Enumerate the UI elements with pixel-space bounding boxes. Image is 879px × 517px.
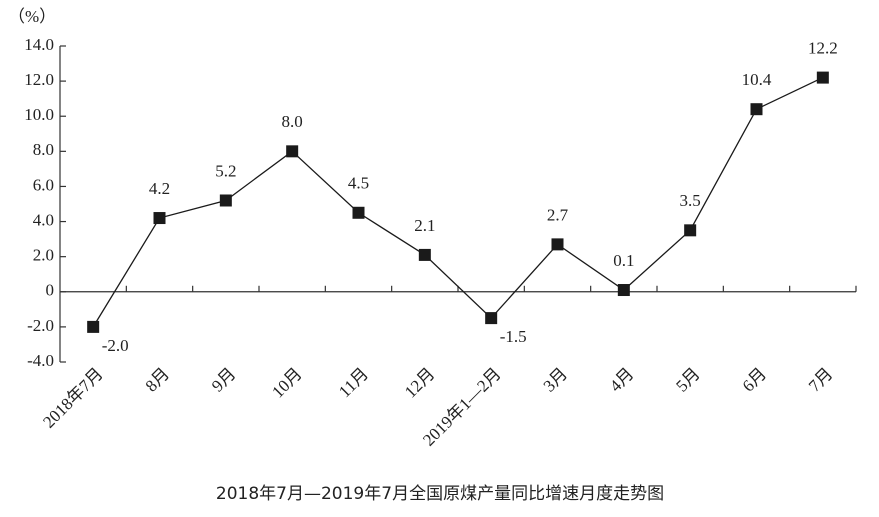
marker (816, 71, 829, 84)
y-tick-label: 8.0 (33, 140, 54, 159)
marker (750, 103, 763, 116)
value-label: 3.5 (680, 191, 701, 210)
marker (617, 284, 630, 297)
marker (352, 206, 365, 219)
value-label: -2.0 (102, 336, 129, 355)
x-tick-label: 12月 (401, 364, 438, 401)
value-label: 2.1 (414, 216, 435, 235)
y-tick-label: 6.0 (33, 175, 54, 194)
marker (153, 212, 166, 225)
value-label: 5.2 (215, 161, 236, 180)
data-line (92, 77, 824, 328)
y-tick-label: 0 (46, 281, 55, 300)
value-label: 10.4 (742, 70, 772, 89)
y-tick-label: 14.0 (24, 35, 54, 54)
y-tick-label: -2.0 (27, 316, 54, 335)
x-tick-label: 8月 (142, 364, 173, 395)
x-tick-label: 9月 (208, 364, 239, 395)
x-tick-label: 11月 (335, 364, 372, 401)
marker (87, 320, 100, 333)
marker (684, 224, 697, 237)
y-tick-label: 2.0 (33, 246, 54, 265)
y-tick-label: 10.0 (24, 105, 54, 124)
marker (551, 238, 564, 251)
x-tick-label: 6月 (739, 364, 770, 395)
x-tick-label: 5月 (672, 364, 703, 395)
value-label: 0.1 (613, 251, 634, 270)
value-label: -1.5 (500, 327, 527, 346)
x-tick-label: 10月 (268, 364, 305, 401)
x-tick-label: 7月 (805, 364, 836, 395)
y-tick-label: -4.0 (27, 351, 54, 370)
value-label: 8.0 (282, 112, 303, 131)
y-axis-label: （%） (8, 7, 56, 26)
marker (485, 312, 498, 325)
x-tick-label: 3月 (540, 364, 571, 395)
x-tick-label: 4月 (606, 364, 637, 395)
marker (219, 194, 232, 207)
value-label: 2.7 (547, 205, 569, 224)
marker (418, 248, 431, 261)
value-label: 4.2 (149, 179, 170, 198)
value-label: 4.5 (348, 174, 369, 193)
y-tick-label: 12.0 (24, 70, 54, 89)
x-tick-label: 2018年7月 (39, 364, 107, 432)
y-tick-label: 4.0 (33, 210, 54, 229)
marker (286, 145, 299, 158)
value-label: 12.2 (808, 39, 838, 58)
chart-caption: 2018年7月—2019年7月全国原煤产量同比增速月度走势图 (216, 484, 664, 504)
